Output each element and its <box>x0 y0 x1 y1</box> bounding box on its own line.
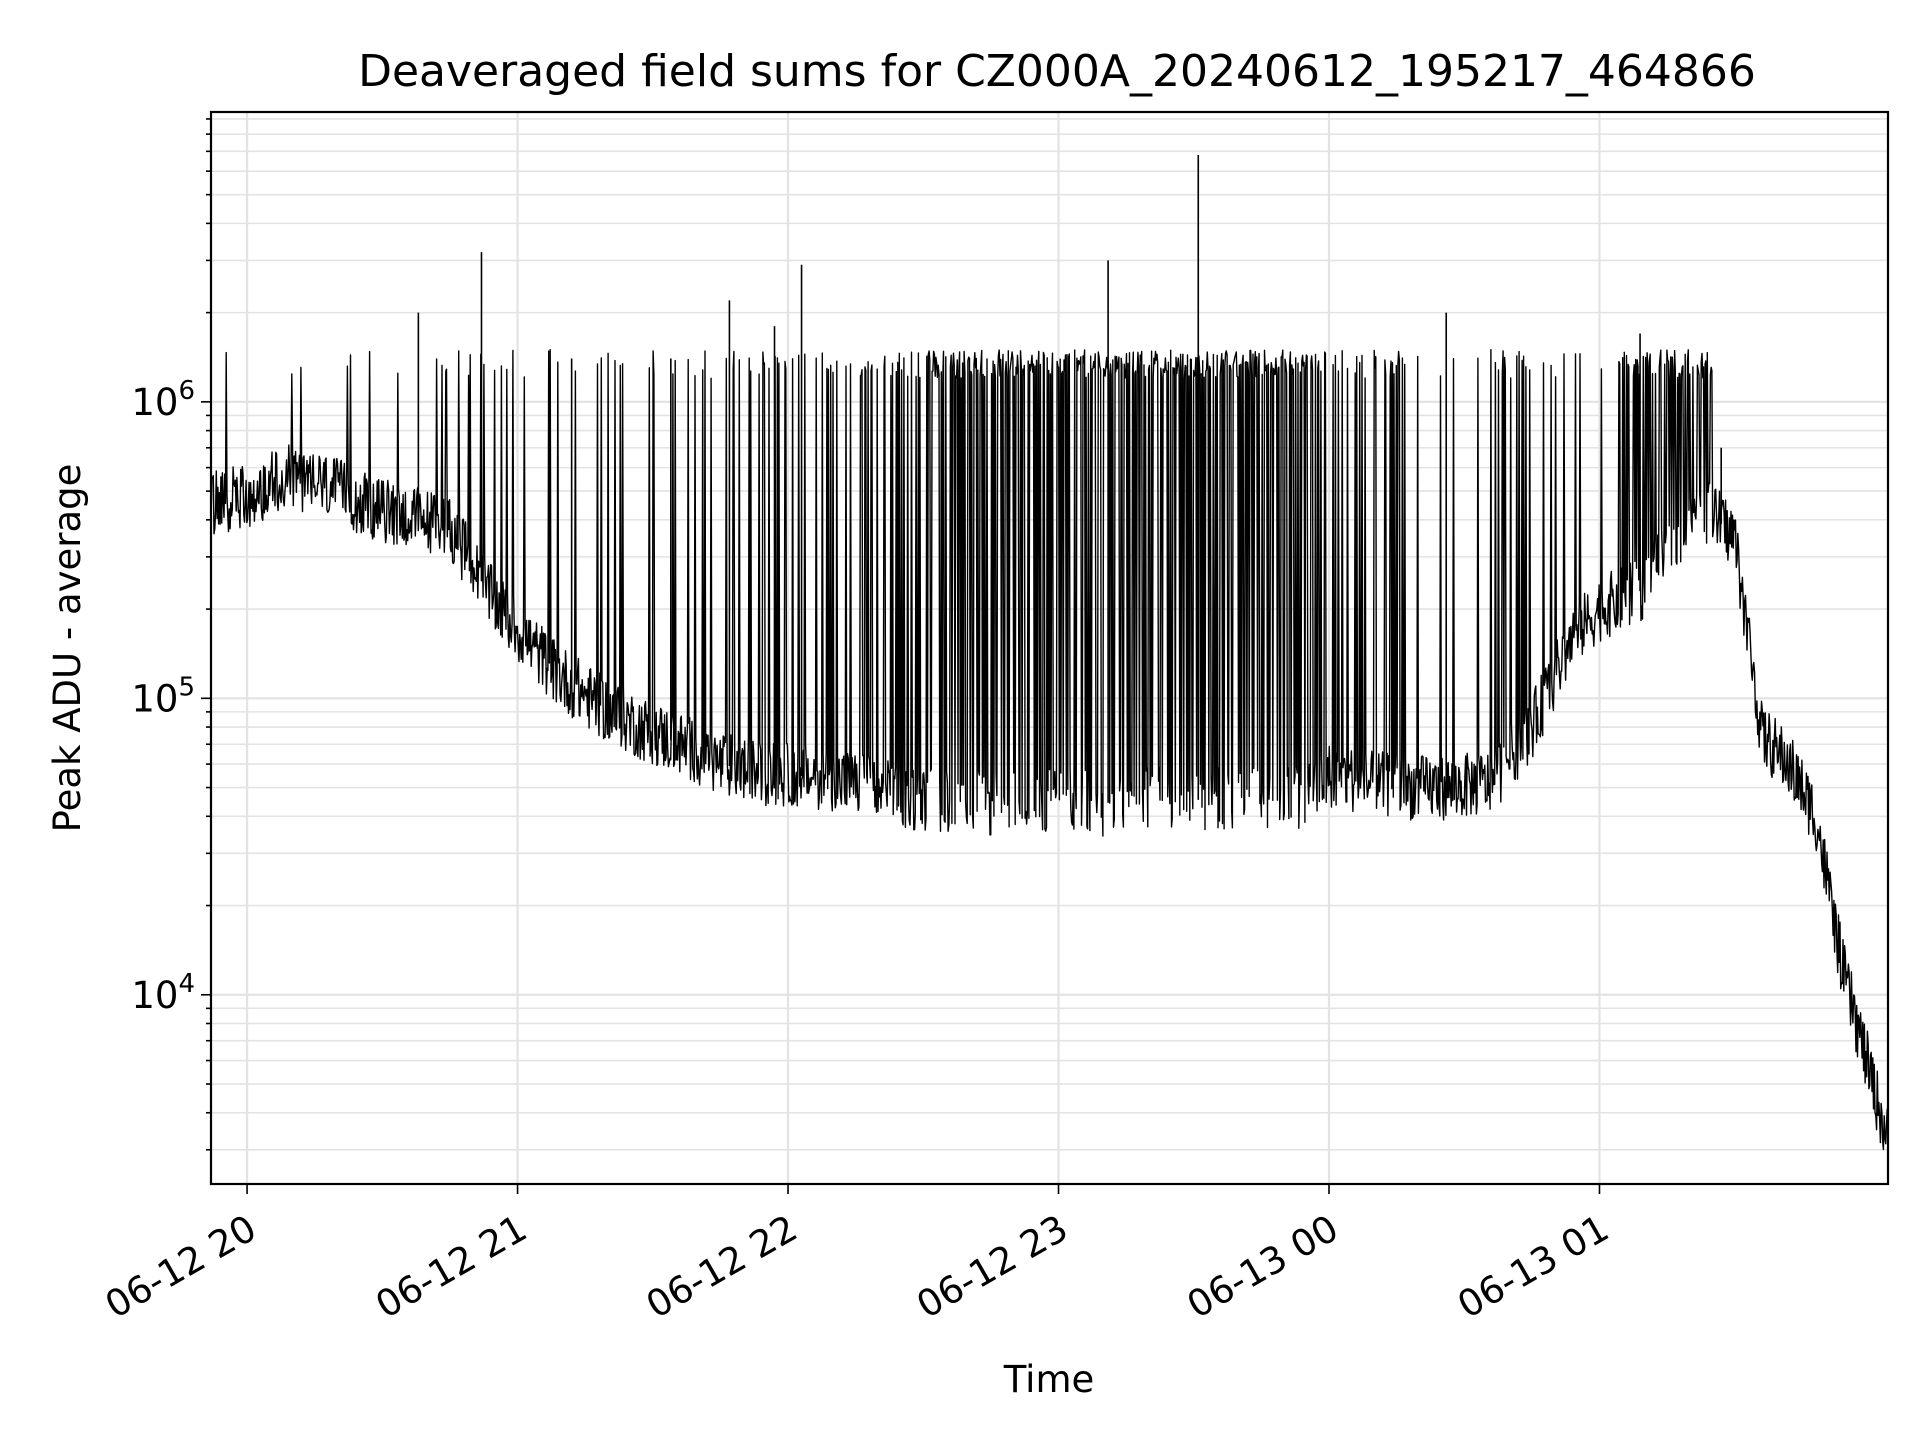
y-tick-label: 106 <box>131 376 195 424</box>
y-tick-label: 104 <box>131 969 195 1017</box>
chart-title: Deaveraged field sums for CZ000A_2024061… <box>358 46 1756 97</box>
x-axis-label: Time <box>1003 1358 1095 1401</box>
plot-frame <box>209 110 1890 1186</box>
data-series <box>210 155 1889 1151</box>
series-line <box>210 349 1889 1151</box>
y-axis-label: Peak ADU - average <box>46 464 89 833</box>
y-axis: 104 105 106 <box>131 118 211 1151</box>
y-tick-label: 105 <box>131 672 195 720</box>
